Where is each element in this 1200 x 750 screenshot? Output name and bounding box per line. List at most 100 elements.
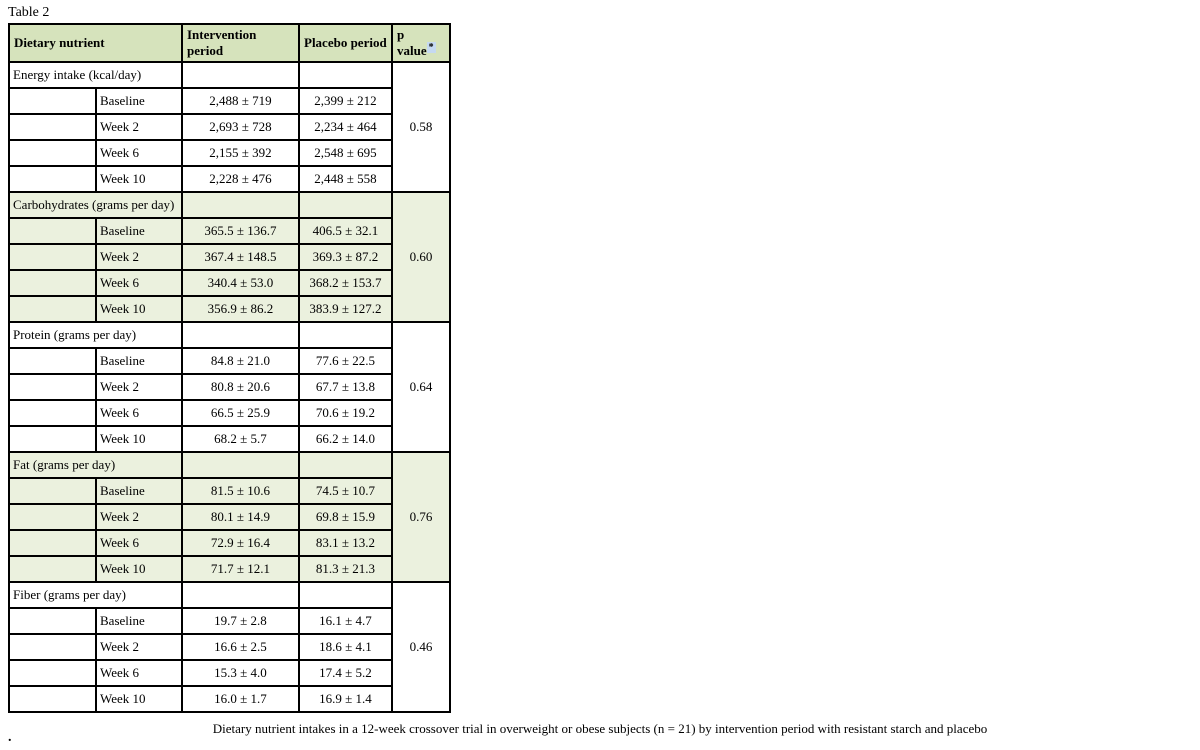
table-label: Table 2 [8,5,50,20]
nutrient-section-row: Fat (grams per day) 0.76 [8,451,451,583]
indent-cell [8,477,97,505]
intervention-value: 16.6 ± 2.5 [181,633,300,661]
intervention-value: 80.8 ± 20.6 [181,373,300,401]
week-row: Baseline 19.7 ± 2.8 16.1 ± 4.7 [8,607,450,635]
placebo-value: 369.3 ± 87.2 [298,243,393,271]
trailing-period: . [8,730,12,745]
week-label: Baseline [95,347,183,375]
placebo-value: 17.4 ± 5.2 [298,659,393,687]
placebo-empty-cell [298,191,393,219]
week-label: Week 10 [95,425,183,453]
p-value-cell: 0.60 [391,191,451,323]
nutrient-label: Fiber (grams per day) [8,581,183,609]
intervention-value: 2,155 ± 392 [181,139,300,167]
intervention-value: 66.5 ± 25.9 [181,399,300,427]
week-row: Week 10 356.9 ± 86.2 383.9 ± 127.2 [8,295,450,323]
placebo-value: 69.8 ± 15.9 [298,503,393,531]
placebo-value: 83.1 ± 13.2 [298,529,393,557]
week-row: Week 2 80.8 ± 20.6 67.7 ± 13.8 [8,373,450,401]
indent-cell [8,217,97,245]
placebo-empty-cell [298,581,393,609]
placebo-value: 2,234 ± 464 [298,113,393,141]
table-header: Dietary nutrient Intervention period Pla… [8,23,451,63]
intervention-value: 367.4 ± 148.5 [181,243,300,271]
intervention-value: 19.7 ± 2.8 [181,607,300,635]
p-value-cell: 0.76 [391,451,451,583]
indent-cell [8,659,97,687]
intervention-value: 340.4 ± 53.0 [181,269,300,297]
week-label: Baseline [95,607,183,635]
intervention-value: 2,228 ± 476 [181,165,300,193]
placebo-value: 81.3 ± 21.3 [298,555,393,583]
week-row: Week 2 367.4 ± 148.5 369.3 ± 87.2 [8,243,450,271]
week-row: Baseline 81.5 ± 10.6 74.5 ± 10.7 [8,477,450,505]
p-value-cell: 0.46 [391,581,451,713]
week-label: Week 6 [95,659,183,687]
col-header-intervention-period: Intervention period [181,23,300,63]
nutrient-label: Protein (grams per day) [8,321,183,349]
col-header-placebo-period: Placebo period [298,23,393,63]
nutrient-section-row: Fiber (grams per day) 0.46 [8,581,451,713]
col-header-p-value: p value * [391,23,451,63]
p-value-cell: 0.64 [391,321,451,453]
indent-cell [8,165,97,193]
intervention-value: 356.9 ± 86.2 [181,295,300,323]
indent-cell [8,685,97,713]
placebo-value: 368.2 ± 153.7 [298,269,393,297]
week-label: Week 6 [95,269,183,297]
nutrient-section-row: Carbohydrates (grams per day) 0.60 [8,191,451,323]
placebo-value: 2,548 ± 695 [298,139,393,167]
week-row: Baseline 84.8 ± 21.0 77.6 ± 22.5 [8,347,450,375]
week-row: Week 6 66.5 ± 25.9 70.6 ± 19.2 [8,399,450,427]
week-row: Week 10 68.2 ± 5.7 66.2 ± 14.0 [8,425,450,453]
indent-cell [8,113,97,141]
intervention-empty-cell [181,451,300,479]
placebo-value: 383.9 ± 127.2 [298,295,393,323]
indent-cell [8,529,97,557]
intervention-value: 71.7 ± 12.1 [181,555,300,583]
footnote-asterisk-link[interactable]: * [426,41,436,53]
week-label: Baseline [95,477,183,505]
intervention-value: 68.2 ± 5.7 [181,425,300,453]
col-header-dietary-nutrient: Dietary nutrient [8,23,183,63]
week-label: Week 2 [95,373,183,401]
intervention-empty-cell [181,61,300,89]
placebo-value: 67.7 ± 13.8 [298,373,393,401]
placebo-value: 66.2 ± 14.0 [298,425,393,453]
nutrient-label: Carbohydrates (grams per day) [8,191,183,219]
week-label: Week 6 [95,529,183,557]
intervention-value: 84.8 ± 21.0 [181,347,300,375]
indent-cell [8,633,97,661]
indent-cell [8,139,97,167]
table-body: Energy intake (kcal/day) 0.58 Baseline 2,48… [8,61,451,713]
intervention-value: 15.3 ± 4.0 [181,659,300,687]
indent-cell [8,347,97,375]
placebo-value: 16.1 ± 4.7 [298,607,393,635]
intervention-value: 16.0 ± 1.7 [181,685,300,713]
week-label: Week 2 [95,633,183,661]
placebo-value: 70.6 ± 19.2 [298,399,393,427]
placebo-empty-cell [298,451,393,479]
week-label: Baseline [95,217,183,245]
indent-cell [8,243,97,271]
indent-cell [8,269,97,297]
intervention-value: 81.5 ± 10.6 [181,477,300,505]
intervention-value: 72.9 ± 16.4 [181,529,300,557]
week-label: Week 10 [95,295,183,323]
placebo-value: 2,448 ± 558 [298,165,393,193]
week-label: Week 10 [95,165,183,193]
week-row: Week 10 71.7 ± 12.1 81.3 ± 21.3 [8,555,450,583]
week-row: Week 10 16.0 ± 1.7 16.9 ± 1.4 [8,685,450,713]
dietary-nutrient-table: Dietary nutrient Intervention period Pla… [8,23,451,713]
header-row: Dietary nutrient Intervention period Pla… [8,23,451,63]
placebo-value: 18.6 ± 4.1 [298,633,393,661]
placebo-empty-cell [298,61,393,89]
intervention-value: 80.1 ± 14.9 [181,503,300,531]
table-caption: Dietary nutrient intakes in a 12-week cr… [212,721,988,736]
placebo-value: 406.5 ± 32.1 [298,217,393,245]
p-value-cell: 0.58 [391,61,451,193]
week-label: Week 6 [95,399,183,427]
week-row: Week 6 15.3 ± 4.0 17.4 ± 5.2 [8,659,450,687]
intervention-empty-cell [181,581,300,609]
